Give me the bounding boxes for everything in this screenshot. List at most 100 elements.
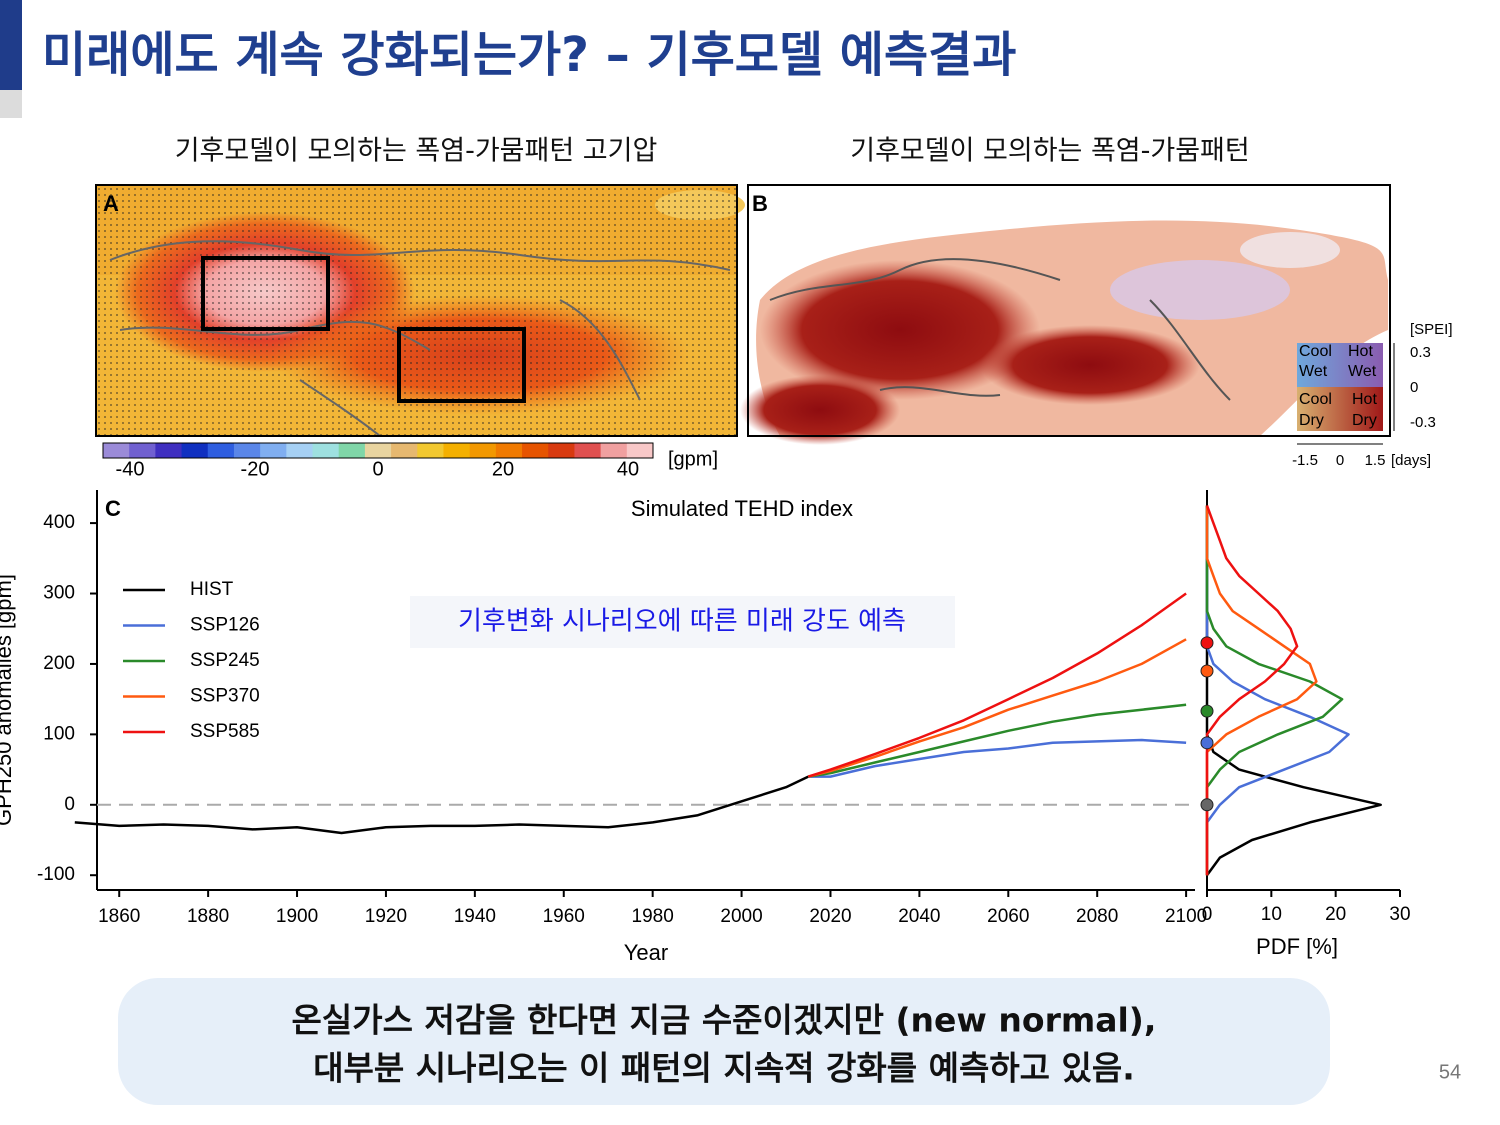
x-tick-label: 2060 — [987, 906, 1029, 927]
y-tick-label: 100 — [43, 723, 75, 744]
colorbar-cell — [155, 443, 183, 458]
y-tick-label: 300 — [43, 583, 75, 604]
colorbar-cell — [312, 443, 340, 458]
colorbar-cell — [522, 443, 549, 458]
colorbar-cell — [233, 443, 261, 458]
legend-unit: [SPEI] — [1410, 321, 1453, 338]
colorbar-tick: -20 — [241, 458, 270, 480]
legend-tick: 0 — [1336, 452, 1344, 469]
legend-label: SSP126 — [190, 615, 260, 636]
colorbar-tick: 40 — [617, 458, 639, 480]
legend-tick: 0 — [1410, 379, 1418, 396]
legend-tick: 1.5 — [1365, 452, 1386, 469]
mean-marker — [1200, 736, 1214, 750]
annotation: 기후변화 시나리오에 따른 미래 강도 예측 — [458, 607, 906, 637]
chart-title: Simulated TEHD index — [631, 496, 853, 521]
x-tick-label: 1880 — [187, 906, 229, 927]
colorbar-cell — [181, 443, 209, 458]
y-tick-label: 0 — [64, 794, 75, 815]
colorbar-cell — [469, 443, 497, 458]
x-tick-label: 2000 — [720, 906, 762, 927]
footer-line: 온실가스 저감을 한다면 지금 수준이겠지만 (new normal), — [292, 1001, 1157, 1040]
colorbar-tick: 20 — [492, 458, 514, 480]
x-tick-label: 0 — [1202, 904, 1213, 925]
colorbar-cell — [338, 443, 366, 458]
panel-label: B — [752, 191, 768, 216]
colorbar-cell — [548, 443, 575, 458]
colorbar-cell — [364, 443, 392, 458]
x-tick-label: 10 — [1261, 904, 1282, 925]
colorbar-tick: 0 — [372, 458, 383, 480]
x-axis-title: PDF [%] — [1256, 934, 1338, 959]
legend-cell: Dry — [1352, 412, 1377, 429]
panel-title: 기후모델이 모의하는 폭염-가뭄패턴 고기압 — [175, 136, 658, 167]
x-tick-label: 2080 — [1076, 906, 1118, 927]
series-line — [808, 703, 1187, 778]
legend-tick: -0.3 — [1410, 414, 1436, 431]
x-tick-label: 1920 — [365, 906, 407, 927]
series-line — [807, 638, 1187, 778]
legend-label: HIST — [190, 579, 234, 600]
colorbar-cell — [260, 443, 287, 458]
colorbar-cell — [286, 443, 314, 458]
x-tick-label: 2040 — [898, 906, 940, 927]
legend-label: SSP245 — [190, 650, 260, 671]
colorbar-cell — [129, 443, 156, 458]
colorbar-cell — [391, 443, 418, 458]
colorbar-cell — [574, 443, 602, 458]
series-line — [74, 775, 809, 835]
mean-marker — [1200, 636, 1214, 650]
x-tick-label: 30 — [1389, 904, 1410, 925]
colorbar-cell — [600, 443, 628, 458]
colorbar-cell — [103, 443, 130, 458]
y-tick-label: 200 — [43, 653, 75, 674]
legend-cell: Cool — [1299, 391, 1332, 408]
legend-cell: Wet — [1299, 363, 1328, 380]
legend-cell: Hot — [1352, 391, 1377, 408]
page-number: 54 — [1439, 1061, 1461, 1083]
legend-unit: [days] — [1391, 452, 1431, 469]
legend-label: SSP585 — [190, 721, 260, 742]
panel-label: A — [103, 191, 119, 216]
legend-cell: Cool — [1299, 343, 1332, 360]
legend-label: SSP370 — [190, 686, 260, 707]
colorbar-tick: -40 — [116, 458, 145, 480]
bivariate-legend — [1297, 343, 1395, 445]
legend-cell: Wet — [1348, 363, 1377, 380]
y-tick-label: 400 — [43, 512, 75, 533]
colorbar — [102, 442, 654, 459]
pdf-curve — [1205, 505, 1299, 876]
colorbar-frame — [102, 442, 654, 459]
mean-marker — [1200, 704, 1214, 718]
x-tick-label: 1960 — [543, 906, 585, 927]
annotation-box — [410, 596, 955, 648]
panel-label: C — [105, 496, 121, 521]
colorbar-cell — [417, 443, 444, 458]
x-tick-label: 2100 — [1165, 906, 1207, 927]
footer-box — [118, 978, 1330, 1105]
legend-tick: -1.5 — [1292, 452, 1318, 469]
y-tick-label: -100 — [37, 864, 75, 885]
mean-marker — [1200, 798, 1214, 812]
legend-cell: Dry — [1299, 412, 1324, 429]
colorbar-unit: [gpm] — [668, 448, 718, 470]
x-tick-label: 2020 — [809, 906, 851, 927]
series-line — [808, 738, 1187, 778]
slide-title: 미래에도 계속 강화되는가? – 기후모델 예측결과 — [42, 27, 1016, 83]
series-line — [807, 592, 1187, 778]
legend-tick: 0.3 — [1410, 344, 1431, 361]
panel-title: 기후모델이 모의하는 폭염-가뭄패턴 — [850, 136, 1250, 167]
y-axis-title: GPH250 anomalies [gpm] — [0, 574, 16, 826]
legend-cell: Hot — [1348, 343, 1373, 360]
x-tick-label: 1860 — [98, 906, 140, 927]
header-bar — [0, 0, 22, 90]
x-tick-label: 1980 — [632, 906, 674, 927]
x-axis-title: Year — [624, 940, 668, 965]
map-b — [740, 184, 1391, 445]
colorbar-cell — [443, 443, 471, 458]
x-tick-label: 1940 — [454, 906, 496, 927]
colorbar-cell — [495, 443, 523, 458]
